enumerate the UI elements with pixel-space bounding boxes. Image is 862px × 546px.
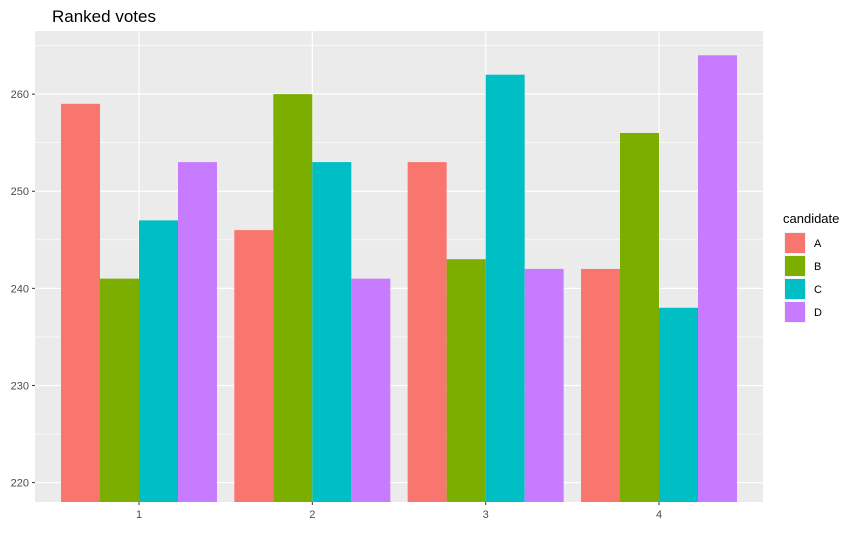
bar-a-4: [581, 268, 620, 502]
y-tick-label: 240: [11, 283, 29, 295]
bar-c-3: [485, 74, 525, 502]
bar-a-2: [234, 230, 274, 503]
legend-swatch-b: [785, 256, 805, 276]
bar-d-4: [698, 55, 737, 502]
y-tick-label: 220: [11, 478, 29, 490]
bar-d-1: [178, 162, 217, 502]
legend-label-b: B: [814, 261, 821, 273]
legend-swatch-c: [785, 279, 805, 299]
bar-c-2: [312, 162, 352, 502]
legend-swatch-a: [785, 233, 805, 253]
legend-label-a: A: [814, 238, 822, 250]
y-tick-label: 230: [11, 380, 29, 392]
y-tick-label: 250: [11, 186, 29, 198]
bar-b-2: [273, 94, 313, 502]
bar-a-1: [61, 103, 100, 502]
bar-b-4: [620, 132, 659, 503]
bar-d-2: [351, 278, 391, 502]
bar-b-1: [100, 278, 139, 502]
y-tick-label: 260: [11, 89, 29, 101]
bars: [61, 55, 737, 503]
x-tick-label: 1: [136, 509, 142, 521]
chart-title: Ranked votes: [52, 7, 156, 26]
x-tick-label: 4: [656, 509, 662, 521]
y-axis: 220 230 240 250 260: [11, 89, 35, 490]
bar-c-4: [659, 307, 698, 502]
bar-a-3: [407, 162, 447, 502]
legend-label-c: C: [814, 284, 822, 296]
bar-b-3: [446, 259, 486, 502]
bar-d-3: [524, 268, 564, 502]
x-tick-label: 3: [483, 509, 489, 521]
bar-c-1: [139, 220, 178, 502]
legend-swatch-d: [785, 302, 805, 322]
legend-label-d: D: [814, 307, 822, 319]
x-axis: 1 2 3 4: [136, 502, 662, 521]
x-tick-label: 2: [309, 509, 315, 521]
legend-title: candidate: [783, 211, 839, 226]
